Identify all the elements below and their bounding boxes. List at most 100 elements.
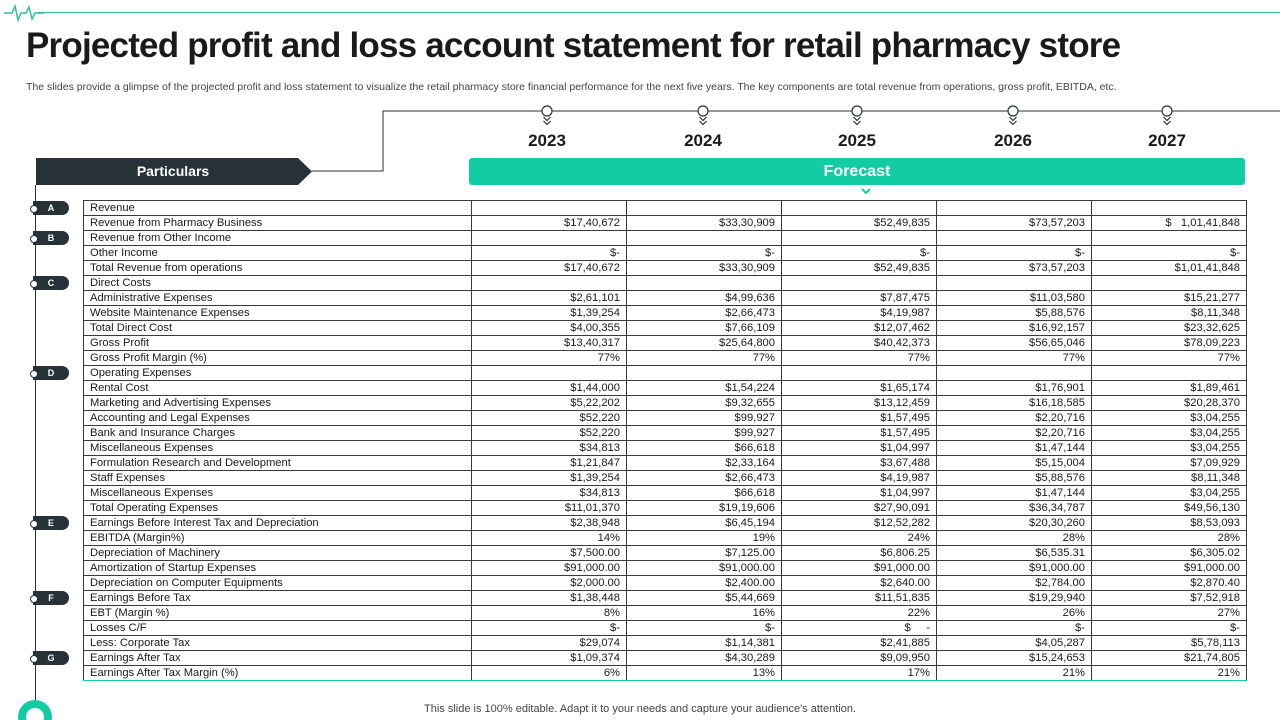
value-cell-2026: $73,57,203 bbox=[936, 215, 1092, 231]
value-cell-2026: 28% bbox=[936, 530, 1092, 546]
value-cell-2024: $6,45,194 bbox=[626, 515, 782, 531]
value-cell-2023: $91,000.00 bbox=[471, 560, 627, 576]
table-row: Direct Costs bbox=[83, 275, 1247, 291]
value-cell-2026: $- bbox=[936, 620, 1092, 636]
row-label: EBT (Margin %) bbox=[83, 605, 472, 621]
year-header-2025: 2025 bbox=[838, 131, 876, 150]
value-cell-2024 bbox=[626, 230, 782, 246]
value-cell-2027: $7,09,929 bbox=[1091, 455, 1247, 471]
row-label: Losses C/F bbox=[83, 620, 472, 636]
value-cell-2023: $2,000.00 bbox=[471, 575, 627, 591]
row-label: Amortization of Startup Expenses bbox=[83, 560, 472, 576]
value-cell-2026: $4,05,287 bbox=[936, 635, 1092, 651]
value-cell-2025: $13,12,459 bbox=[781, 395, 937, 411]
value-cell-2023: $- bbox=[471, 620, 627, 636]
value-cell-2025 bbox=[781, 365, 937, 381]
table-row: Earnings Before Interest Tax and Depreci… bbox=[83, 515, 1247, 531]
value-cell-2025: $7,87,475 bbox=[781, 290, 937, 306]
value-cell-2027: $78,09,223 bbox=[1091, 335, 1247, 351]
value-cell-2025: 22% bbox=[781, 605, 937, 621]
value-cell-2023: 77% bbox=[471, 350, 627, 366]
value-cell-2026: $19,29,940 bbox=[936, 590, 1092, 606]
table-row: Rental Cost $1,44,000 $1,54,224 $1,65,174 $1… bbox=[83, 380, 1247, 396]
value-cell-2026: $5,88,576 bbox=[936, 470, 1092, 486]
value-cell-2026: 77% bbox=[936, 350, 1092, 366]
value-cell-2027: $91,000.00 bbox=[1091, 560, 1247, 576]
table-row: Revenue from Pharmacy Business $17,40,672… bbox=[83, 215, 1247, 231]
value-cell-2024: $5,44,669 bbox=[626, 590, 782, 606]
table-row: Earnings Before Tax $1,38,448 $5,44,669 $11… bbox=[83, 590, 1247, 606]
value-cell-2023: 8% bbox=[471, 605, 627, 621]
value-cell-2026: $16,18,585 bbox=[936, 395, 1092, 411]
page-title: Projected profit and loss account statem… bbox=[26, 26, 1121, 65]
value-cell-2027: $8,53,093 bbox=[1091, 515, 1247, 531]
value-cell-2027: 27% bbox=[1091, 605, 1247, 621]
table-row: Revenue from Other Income bbox=[83, 230, 1247, 246]
row-label: Miscellaneous Expenses bbox=[83, 440, 472, 456]
value-cell-2025: $1,57,495 bbox=[781, 410, 937, 426]
value-cell-2027: $21,74,805 bbox=[1091, 650, 1247, 666]
row-label: Depreciation of Machinery bbox=[83, 545, 472, 561]
value-cell-2026: $- bbox=[936, 245, 1092, 261]
value-cell-2025: $1,04,997 bbox=[781, 440, 937, 456]
value-cell-2023: $1,39,254 bbox=[471, 470, 627, 486]
footer-note: This slide is 100% editable. Adapt it to… bbox=[424, 703, 856, 715]
value-cell-2023 bbox=[471, 365, 627, 381]
table-row: Earnings After Tax $1,09,374 $4,30,289 $9,0… bbox=[83, 650, 1247, 666]
table-row: EBT (Margin %) 8% 16% 22% 26% 27% bbox=[83, 605, 1247, 621]
section-marker-f: F bbox=[30, 591, 69, 606]
value-cell-2026: $5,88,576 bbox=[936, 305, 1092, 321]
value-cell-2025: $91,000.00 bbox=[781, 560, 937, 576]
value-cell-2027: $3,04,255 bbox=[1091, 425, 1247, 441]
year-marker-icon bbox=[850, 104, 864, 126]
table-row: Operating Expenses bbox=[83, 365, 1247, 381]
table-row: Losses C/F $- $- $ - $- $- bbox=[83, 620, 1247, 636]
value-cell-2025 bbox=[781, 230, 937, 246]
section-marker-b: B bbox=[30, 230, 69, 245]
value-cell-2023: $52,220 bbox=[471, 410, 627, 426]
year-marker-icon bbox=[1160, 104, 1174, 126]
table-row: Total Direct Cost $4,00,355 $7,66,109 $12,0… bbox=[83, 320, 1247, 336]
value-cell-2026: $2,20,716 bbox=[936, 410, 1092, 426]
table-row: Website Maintenance Expenses $1,39,254 $2,… bbox=[83, 305, 1247, 321]
value-cell-2023: $1,38,448 bbox=[471, 590, 627, 606]
value-cell-2024: $- bbox=[626, 620, 782, 636]
value-cell-2026: $2,20,716 bbox=[936, 425, 1092, 441]
value-cell-2024: $7,125.00 bbox=[626, 545, 782, 561]
value-cell-2023: $1,39,254 bbox=[471, 305, 627, 321]
section-marker-e: E bbox=[30, 516, 69, 531]
table-row: Less: Corporate Tax $29,074 $1,14,381 $2,41… bbox=[83, 635, 1247, 651]
value-cell-2023: $34,813 bbox=[471, 440, 627, 456]
value-cell-2025: $6,806.25 bbox=[781, 545, 937, 561]
row-label: Less: Corporate Tax bbox=[83, 635, 472, 651]
value-cell-2025: $4,19,987 bbox=[781, 470, 937, 486]
forecast-header: Forecast bbox=[469, 158, 1245, 185]
value-cell-2023: $- bbox=[471, 245, 627, 261]
value-cell-2023: $4,00,355 bbox=[471, 320, 627, 336]
value-cell-2025: $52,49,835 bbox=[781, 260, 937, 276]
table-row: Depreciation of Machinery $7,500.00 $7,125… bbox=[83, 545, 1247, 561]
value-cell-2024: $66,618 bbox=[626, 485, 782, 501]
value-cell-2025: $52,49,835 bbox=[781, 215, 937, 231]
value-cell-2026: $16,92,157 bbox=[936, 320, 1092, 336]
value-cell-2023 bbox=[471, 230, 627, 246]
value-cell-2024: 19% bbox=[626, 530, 782, 546]
value-cell-2025: 24% bbox=[781, 530, 937, 546]
row-label: Miscellaneous Expenses bbox=[83, 485, 472, 501]
value-cell-2026 bbox=[936, 200, 1092, 216]
section-marker-g: G bbox=[30, 651, 69, 666]
value-cell-2026: $91,000.00 bbox=[936, 560, 1092, 576]
value-cell-2023: $1,44,000 bbox=[471, 380, 627, 396]
row-label: Earnings Before Interest Tax and Depreci… bbox=[83, 515, 472, 531]
year-marker-icon bbox=[1006, 104, 1020, 126]
timeline-end-circle bbox=[18, 700, 52, 720]
table-row: Gross Profit Margin (%) 77% 77% 77% 77% 77% bbox=[83, 350, 1247, 366]
table-row: Formulation Research and Development $1,2… bbox=[83, 455, 1247, 471]
row-label: Bank and Insurance Charges bbox=[83, 425, 472, 441]
table-row: Earnings After Tax Margin (%) 6% 13% 17% 21%… bbox=[83, 665, 1247, 681]
value-cell-2023: $17,40,672 bbox=[471, 215, 627, 231]
value-cell-2023: $2,38,948 bbox=[471, 515, 627, 531]
page-subtitle: The slides provide a glimpse of the proj… bbox=[26, 81, 1117, 93]
value-cell-2027 bbox=[1091, 230, 1247, 246]
value-cell-2027: $- bbox=[1091, 245, 1247, 261]
